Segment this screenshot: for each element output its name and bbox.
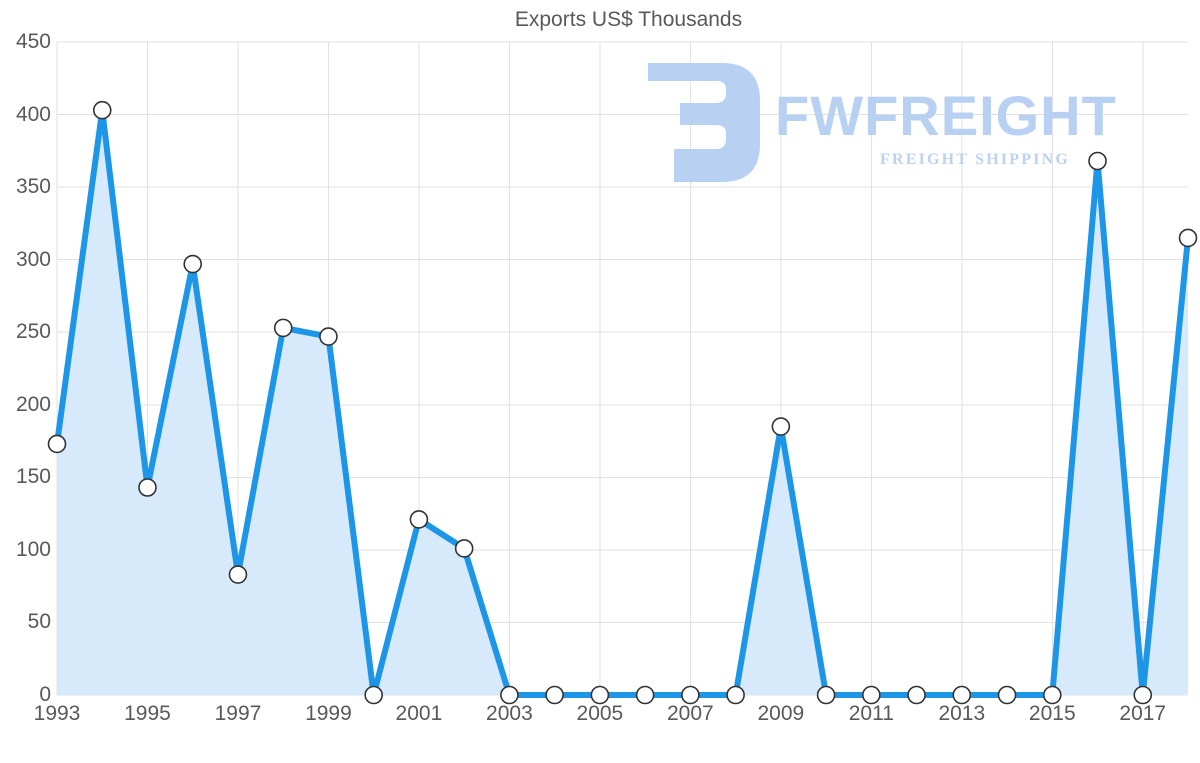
plot-area [47,41,1198,705]
data-point-marker[interactable] [228,565,248,584]
data-point-marker[interactable] [183,254,203,274]
data-point-marker[interactable] [47,434,67,454]
y-axis-tick-label: 400 [15,102,51,126]
x-axis-tick-label: 2003 [486,702,533,725]
data-point-marker[interactable] [907,685,926,705]
data-point-marker[interactable] [952,685,972,705]
data-point-marker[interactable] [1133,685,1153,705]
x-axis-tick-label: 2013 [938,702,986,725]
data-point-marker[interactable] [1088,151,1107,171]
data-point-marker[interactable] [997,685,1017,705]
y-axis: 0 50 100 150 200 250 300 350 400 450 [0,0,51,763]
x-axis-tick-label: 1999 [305,702,352,725]
data-point-marker[interactable] [726,685,745,705]
y-axis-tick-label: 50 [27,610,51,634]
y-axis-tick-label: 0 [39,683,51,706]
data-point-marker[interactable] [1042,685,1062,705]
y-axis-tick-label: 350 [15,175,51,199]
x-axis-tick-label: 2001 [395,702,443,725]
y-axis-tick-label: 200 [15,392,51,416]
data-point-marker[interactable] [681,685,700,705]
data-point-marker[interactable] [364,685,383,705]
data-point-marker[interactable] [1178,228,1198,248]
y-axis-tick-label: 100 [15,537,51,561]
x-axis-tick-label: 1997 [214,702,262,725]
data-point-marker[interactable] [590,685,610,705]
data-point-marker[interactable] [138,478,157,497]
data-point-marker[interactable] [454,539,474,558]
data-point-marker[interactable] [545,685,564,705]
y-axis-tick-label: 250 [15,320,51,344]
x-axis-tick-label: 1995 [124,702,171,725]
x-axis-tick-label: 2005 [576,702,624,725]
x-axis-tick-label: 2015 [1028,702,1076,725]
data-point-marker[interactable] [92,100,112,120]
data-point-marker[interactable] [635,685,655,705]
x-axis-tick-label: 2011 [848,702,894,725]
data-point-marker[interactable] [500,685,519,705]
x-axis-tick-label: 2009 [757,702,805,725]
x-axis-tick-label: 2017 [1119,702,1167,725]
y-axis-tick-label: 450 [15,30,51,53]
chart-series-layer [47,100,1198,705]
y-axis-tick-label: 300 [15,247,51,271]
chart-title: Exports US$ Thousands [514,8,743,31]
data-point-marker[interactable] [319,327,338,346]
data-point-marker[interactable] [273,318,293,338]
data-point-marker[interactable] [409,510,429,529]
x-axis-tick-label: 2007 [667,702,714,725]
y-axis-tick-label: 150 [15,465,51,489]
data-point-marker[interactable] [862,685,881,705]
data-point-marker[interactable] [816,685,836,705]
data-point-marker[interactable] [771,417,791,436]
x-axis-tick-label: 1993 [33,702,81,725]
